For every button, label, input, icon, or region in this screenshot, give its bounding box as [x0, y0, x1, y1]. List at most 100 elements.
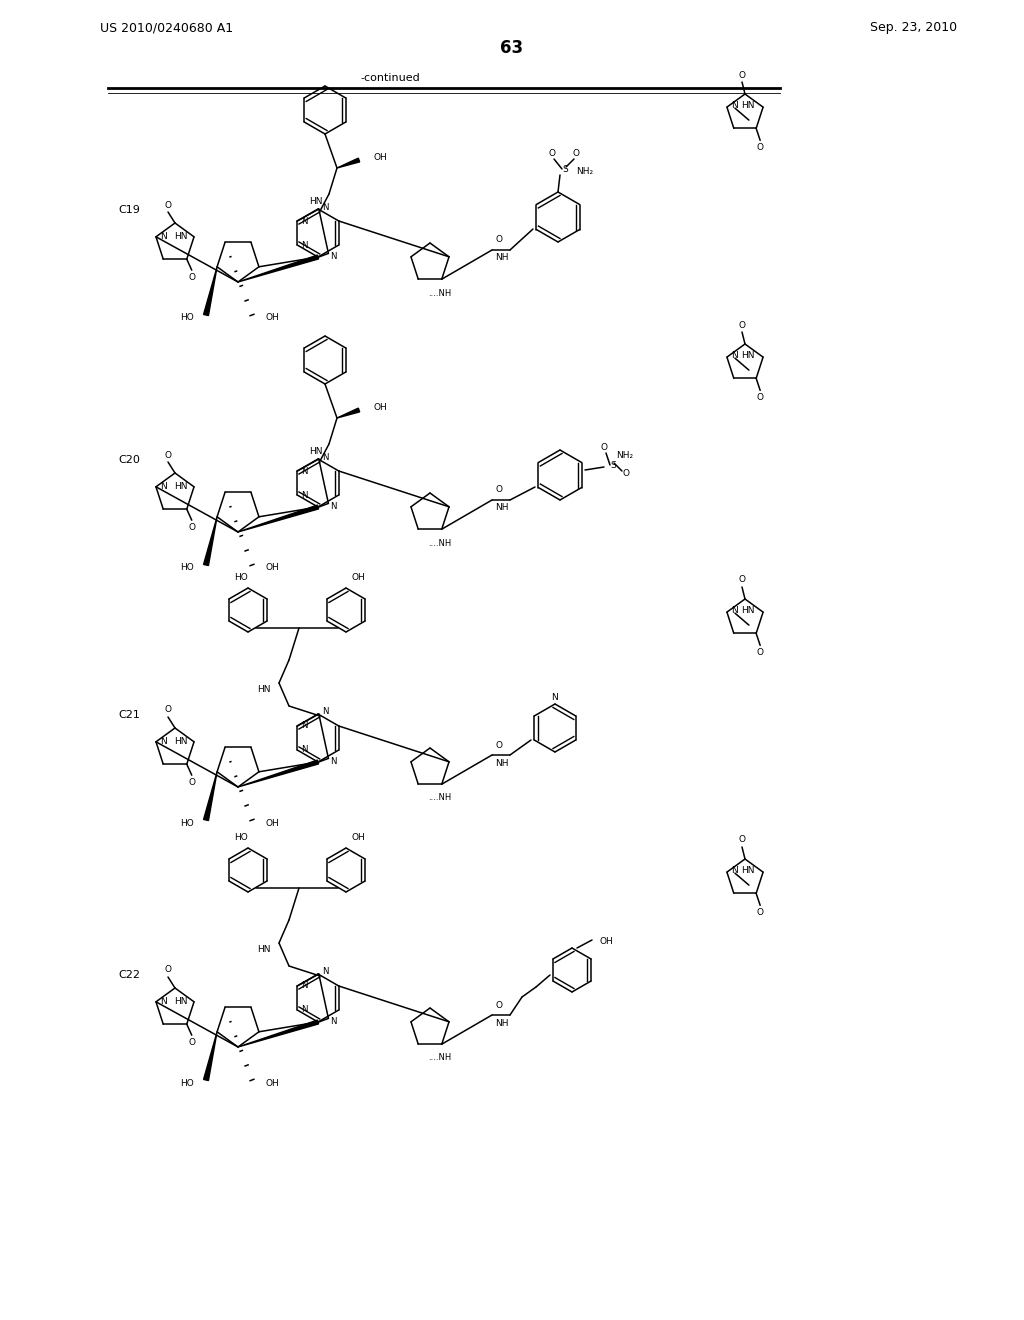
Text: NH: NH: [495, 1019, 509, 1027]
Text: Sep. 23, 2010: Sep. 23, 2010: [870, 21, 957, 34]
Text: S: S: [610, 461, 615, 470]
Text: O: O: [165, 201, 171, 210]
Polygon shape: [204, 1032, 217, 1081]
Text: HN: HN: [309, 447, 323, 457]
Text: O: O: [757, 143, 764, 152]
Text: OH: OH: [351, 833, 365, 842]
Text: HN: HN: [257, 945, 271, 954]
Text: ....NH: ....NH: [428, 793, 452, 803]
Text: N: N: [331, 756, 337, 766]
Text: O: O: [165, 450, 171, 459]
Text: O: O: [738, 70, 745, 79]
Text: O: O: [572, 149, 580, 157]
Text: N: N: [731, 606, 737, 615]
Text: O: O: [188, 777, 196, 787]
Text: O: O: [188, 523, 196, 532]
Text: NH: NH: [495, 503, 509, 512]
Text: OH: OH: [600, 937, 613, 946]
Text: OH: OH: [351, 573, 365, 582]
Text: HN: HN: [174, 482, 188, 491]
Text: OH: OH: [373, 153, 387, 162]
Text: C19: C19: [118, 205, 140, 215]
Text: HN: HN: [174, 738, 188, 746]
Text: N: N: [322, 453, 329, 462]
Text: HN: HN: [741, 866, 755, 875]
Text: O: O: [495, 741, 502, 750]
Text: O: O: [623, 469, 630, 478]
Text: OH: OH: [265, 314, 279, 322]
Text: US 2010/0240680 A1: US 2010/0240680 A1: [100, 21, 233, 34]
Text: OH: OH: [265, 1078, 279, 1088]
Text: ....NH: ....NH: [428, 539, 452, 548]
Text: HO: HO: [180, 818, 194, 828]
Text: N: N: [322, 708, 329, 717]
Text: N: N: [160, 482, 167, 491]
Text: O: O: [495, 1001, 502, 1010]
Text: N: N: [731, 351, 737, 359]
Polygon shape: [204, 772, 217, 821]
Text: O: O: [757, 393, 764, 401]
Text: HO: HO: [180, 1078, 194, 1088]
Text: NH: NH: [495, 253, 509, 263]
Text: N: N: [331, 252, 337, 261]
Text: O: O: [600, 442, 607, 451]
Text: O: O: [738, 321, 745, 330]
Text: C21: C21: [118, 710, 140, 719]
Text: HN: HN: [309, 198, 323, 206]
Text: C20: C20: [118, 455, 140, 465]
Text: N: N: [322, 968, 329, 977]
Text: N: N: [160, 738, 167, 746]
Text: N: N: [160, 232, 167, 242]
Text: HO: HO: [234, 573, 248, 582]
Text: 63: 63: [501, 40, 523, 57]
Text: HN: HN: [741, 100, 755, 110]
Text: ....NH: ....NH: [428, 1053, 452, 1063]
Text: HN: HN: [257, 685, 271, 694]
Text: N: N: [331, 502, 337, 511]
Text: N: N: [301, 982, 308, 990]
Text: N: N: [331, 1016, 337, 1026]
Text: N: N: [301, 1006, 308, 1015]
Text: HN: HN: [174, 998, 188, 1006]
Text: HN: HN: [174, 232, 188, 242]
Text: -continued: -continued: [360, 73, 420, 83]
Polygon shape: [204, 517, 217, 565]
Text: O: O: [757, 648, 764, 657]
Text: O: O: [165, 965, 171, 974]
Text: ....NH: ....NH: [428, 289, 452, 297]
Text: OH: OH: [265, 564, 279, 573]
Text: HN: HN: [741, 351, 755, 359]
Text: N: N: [552, 693, 558, 702]
Text: O: O: [188, 1038, 196, 1047]
Polygon shape: [238, 1020, 318, 1047]
Polygon shape: [238, 255, 318, 282]
Text: O: O: [738, 836, 745, 845]
Text: N: N: [301, 746, 308, 755]
Text: OH: OH: [373, 404, 387, 412]
Text: HO: HO: [180, 314, 194, 322]
Polygon shape: [204, 267, 217, 315]
Text: O: O: [188, 273, 196, 281]
Text: O: O: [757, 908, 764, 917]
Polygon shape: [238, 760, 318, 787]
Polygon shape: [337, 158, 359, 168]
Polygon shape: [337, 408, 359, 418]
Text: N: N: [731, 866, 737, 875]
Text: O: O: [495, 235, 502, 244]
Text: OH: OH: [265, 818, 279, 828]
Text: NH₂: NH₂: [575, 166, 593, 176]
Text: O: O: [495, 486, 502, 495]
Text: N: N: [301, 491, 308, 499]
Text: O: O: [165, 705, 171, 714]
Text: N: N: [731, 100, 737, 110]
Text: NH: NH: [495, 759, 509, 767]
Text: O: O: [738, 576, 745, 585]
Text: S: S: [562, 165, 567, 173]
Text: HN: HN: [741, 606, 755, 615]
Text: N: N: [301, 240, 308, 249]
Text: N: N: [322, 202, 329, 211]
Text: N: N: [301, 466, 308, 475]
Text: N: N: [301, 722, 308, 730]
Text: N: N: [301, 216, 308, 226]
Text: N: N: [160, 998, 167, 1006]
